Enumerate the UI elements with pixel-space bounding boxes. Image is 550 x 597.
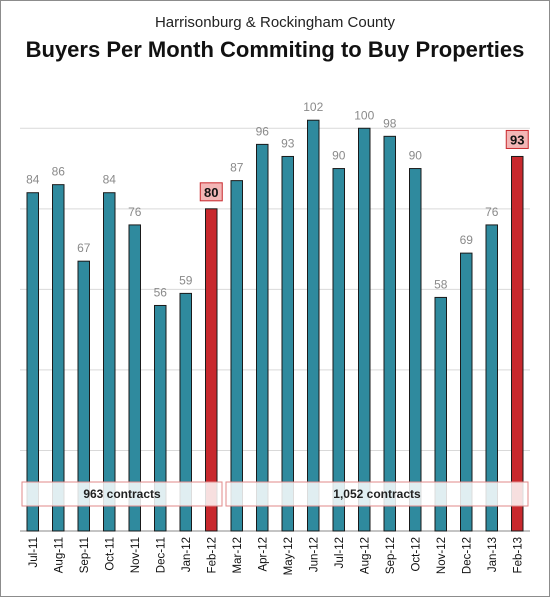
highlight-label-box bbox=[199, 182, 223, 202]
bar-jan-13 bbox=[485, 224, 498, 532]
data-label: 76 bbox=[485, 205, 499, 219]
data-label: 86 bbox=[52, 165, 66, 179]
x-tick-label: Aug-11 bbox=[53, 537, 65, 573]
annotations: 963 contracts 1,052 contracts bbox=[21, 481, 529, 507]
bar-dec-12 bbox=[460, 252, 473, 532]
data-label: 58 bbox=[434, 277, 448, 291]
data-label: 90 bbox=[409, 149, 423, 163]
data-label: 56 bbox=[154, 285, 168, 299]
data-label: 84 bbox=[103, 173, 117, 187]
annotation-text: 963 contracts bbox=[83, 487, 161, 501]
bar-mar-12 bbox=[230, 180, 243, 532]
x-tick-label: Jul-11 bbox=[28, 537, 40, 567]
bar-aug-11 bbox=[52, 184, 65, 532]
bar-jan-12 bbox=[179, 292, 192, 532]
data-label: 93 bbox=[281, 136, 295, 150]
data-label: 67 bbox=[77, 241, 91, 255]
data-label: 69 bbox=[460, 233, 474, 247]
bars bbox=[26, 119, 524, 532]
x-tick-label: Aug-12 bbox=[359, 537, 371, 574]
x-tick-label: Oct-11 bbox=[104, 537, 116, 571]
data-label: 90 bbox=[332, 149, 346, 163]
bar-jul-11 bbox=[26, 192, 39, 532]
x-tick-label: Jan-13 bbox=[487, 537, 499, 572]
chart-subtitle: Harrisonburg & Rockingham County bbox=[154, 14, 396, 31]
x-tick-label: Feb-13 bbox=[512, 537, 524, 573]
data-label: 76 bbox=[128, 205, 142, 219]
bar-feb-13 bbox=[511, 155, 524, 532]
bar-feb-12 bbox=[205, 208, 218, 532]
bar-nov-11 bbox=[128, 224, 141, 532]
x-tick-label: Feb-12 bbox=[206, 537, 218, 573]
data-label: 87 bbox=[230, 161, 244, 175]
x-tick-label: Jun-12 bbox=[308, 537, 320, 572]
x-tick-label: Apr-12 bbox=[257, 537, 269, 572]
annotation-text: 1,052 contracts bbox=[333, 487, 421, 501]
bar-oct-11 bbox=[103, 192, 116, 532]
annotation-box bbox=[21, 481, 223, 507]
x-tick-label: Dec-12 bbox=[461, 537, 473, 574]
bar-nov-12 bbox=[434, 296, 447, 532]
x-tick-label: Mar-12 bbox=[232, 537, 244, 573]
x-tick-label: Jan-12 bbox=[181, 537, 193, 572]
bar-jun-12 bbox=[307, 119, 320, 532]
data-label: 102 bbox=[303, 100, 323, 114]
x-axis-ticks: Jul-11 Aug-11 Sep-11 Oct-11 Nov-11 Dec-11 Jan-… bbox=[28, 537, 525, 575]
x-tick-label: Sep-12 bbox=[385, 537, 397, 574]
bar-sep-11 bbox=[77, 260, 90, 532]
data-label: 80 bbox=[204, 185, 218, 200]
x-tick-label: Nov-11 bbox=[130, 537, 142, 573]
data-label: 100 bbox=[354, 108, 374, 122]
x-tick-label: Jul-12 bbox=[334, 537, 346, 568]
bar-jul-12 bbox=[332, 168, 345, 532]
x-tick-label: Nov-12 bbox=[436, 537, 448, 574]
x-tick-label: Sep-11 bbox=[79, 537, 91, 573]
bar-may-12 bbox=[281, 155, 294, 532]
bar-oct-12 bbox=[409, 168, 422, 532]
x-tick-label: May-12 bbox=[283, 537, 295, 575]
bar-aug-12 bbox=[358, 127, 371, 532]
data-label: 59 bbox=[179, 273, 193, 287]
bar-apr-12 bbox=[256, 143, 269, 532]
bar-sep-12 bbox=[383, 135, 396, 532]
highlight-label-box bbox=[505, 129, 529, 149]
data-labels: 84 86 67 84 76 56 59 80 87 96 93 102 90 100 98 90 58 69 76… bbox=[26, 100, 529, 299]
data-label: 93 bbox=[510, 132, 524, 147]
x-tick-label: Dec-11 bbox=[155, 537, 167, 573]
data-label: 98 bbox=[383, 116, 397, 130]
bar-dec-11 bbox=[154, 304, 167, 532]
data-label: 96 bbox=[256, 124, 270, 138]
data-label: 84 bbox=[26, 173, 40, 187]
x-tick-label: Oct-12 bbox=[410, 537, 422, 572]
annotation-box bbox=[225, 481, 529, 507]
gridlines bbox=[20, 127, 530, 532]
chart-title: Buyers Per Month Commiting to Buy Proper… bbox=[25, 37, 525, 62]
